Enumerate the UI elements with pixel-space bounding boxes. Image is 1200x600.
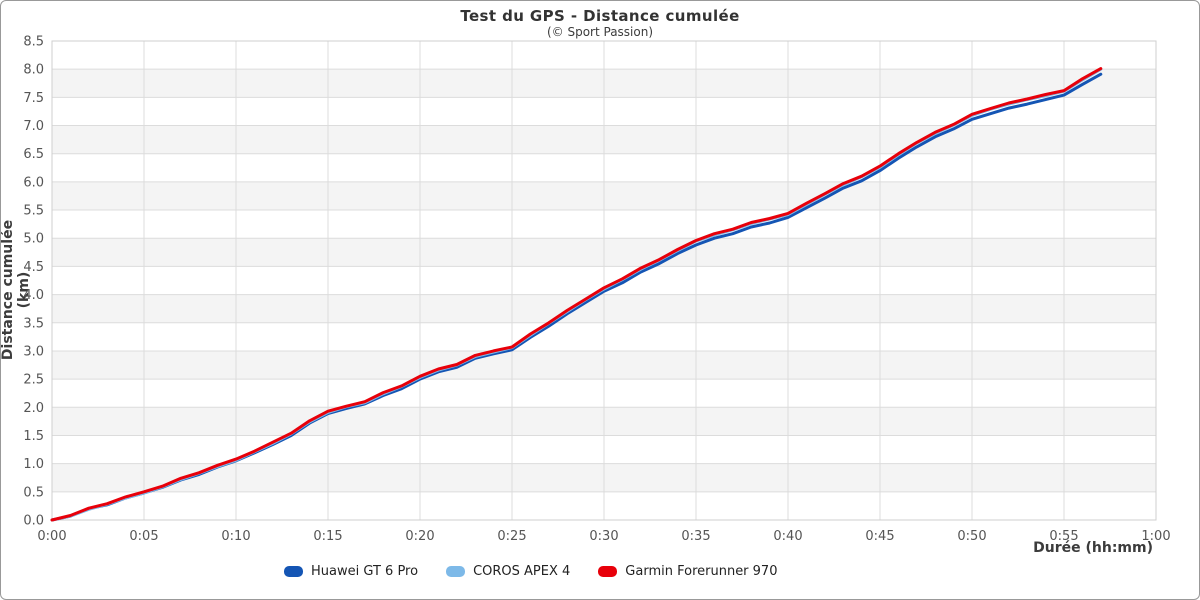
x-tick-label: 0:25 <box>497 529 526 544</box>
legend-label: COROS APEX 4 <box>473 564 571 579</box>
y-tick-label: 8.5 <box>23 35 44 50</box>
x-tick-label: 0:20 <box>405 529 434 544</box>
x-tick-label: 0:30 <box>589 529 618 544</box>
y-tick-label: 6.5 <box>23 147 44 162</box>
garmin-series-swatch-icon <box>598 566 618 577</box>
legend-label: Garmin Forerunner 970 <box>625 564 778 579</box>
y-tick-label: 3.0 <box>23 344 44 359</box>
x-tick-label: 0:10 <box>221 529 250 544</box>
coros-series-swatch-icon <box>446 566 466 577</box>
x-tick-label: 0:00 <box>37 529 66 544</box>
y-tick-label: 8.0 <box>23 63 44 78</box>
plot-border <box>51 40 1157 521</box>
y-tick-label: 2.5 <box>23 373 44 388</box>
y-tick-label: 4.0 <box>23 288 44 303</box>
huawei-series-swatch-icon <box>284 566 303 577</box>
chart-title: Test du GPS - Distance cumulée <box>460 7 740 25</box>
y-tick-label: 4.5 <box>23 260 44 275</box>
x-tick-label: 0:05 <box>129 529 158 544</box>
y-tick-label: 5.5 <box>23 204 44 219</box>
chart-subtitle: (© Sport Passion) <box>546 25 654 39</box>
x-tick-label: 1:00 <box>1141 529 1170 544</box>
x-tick-label: 0:45 <box>865 529 894 544</box>
y-tick-label: 1.5 <box>23 429 44 444</box>
x-tick-label: 0:55 <box>1049 529 1078 544</box>
legend-item-huawei[interactable]: Huawei GT 6 Pro <box>284 564 418 579</box>
y-tick-label: 3.5 <box>23 316 44 331</box>
x-axis-title: Durée (hh:mm) <box>1033 540 1153 556</box>
legend-item-coros[interactable]: COROS APEX 4 <box>446 564 570 579</box>
x-tick-label: 0:50 <box>957 529 986 544</box>
chart-legend: Huawei GT 6 Pro COROS APEX 4 Garmin Fore… <box>284 564 777 579</box>
y-tick-label: 2.0 <box>23 401 44 416</box>
y-tick-label: 6.0 <box>23 175 44 190</box>
x-tick-label: 0:35 <box>681 529 710 544</box>
y-tick-label: 7.0 <box>23 119 44 134</box>
y-tick-label: 1.0 <box>23 457 44 472</box>
y-tick-label: 5.0 <box>23 232 44 247</box>
x-tick-label: 0:15 <box>313 529 342 544</box>
x-tick-label: 0:40 <box>773 529 802 544</box>
y-tick-label: 7.5 <box>23 91 44 106</box>
legend-item-garmin[interactable]: Garmin Forerunner 970 <box>598 564 777 579</box>
y-tick-label: 0.5 <box>23 485 44 500</box>
legend-label: Huawei GT 6 Pro <box>311 564 419 579</box>
y-tick-label: 0.0 <box>23 514 44 529</box>
series-line-2 <box>50 67 1103 522</box>
